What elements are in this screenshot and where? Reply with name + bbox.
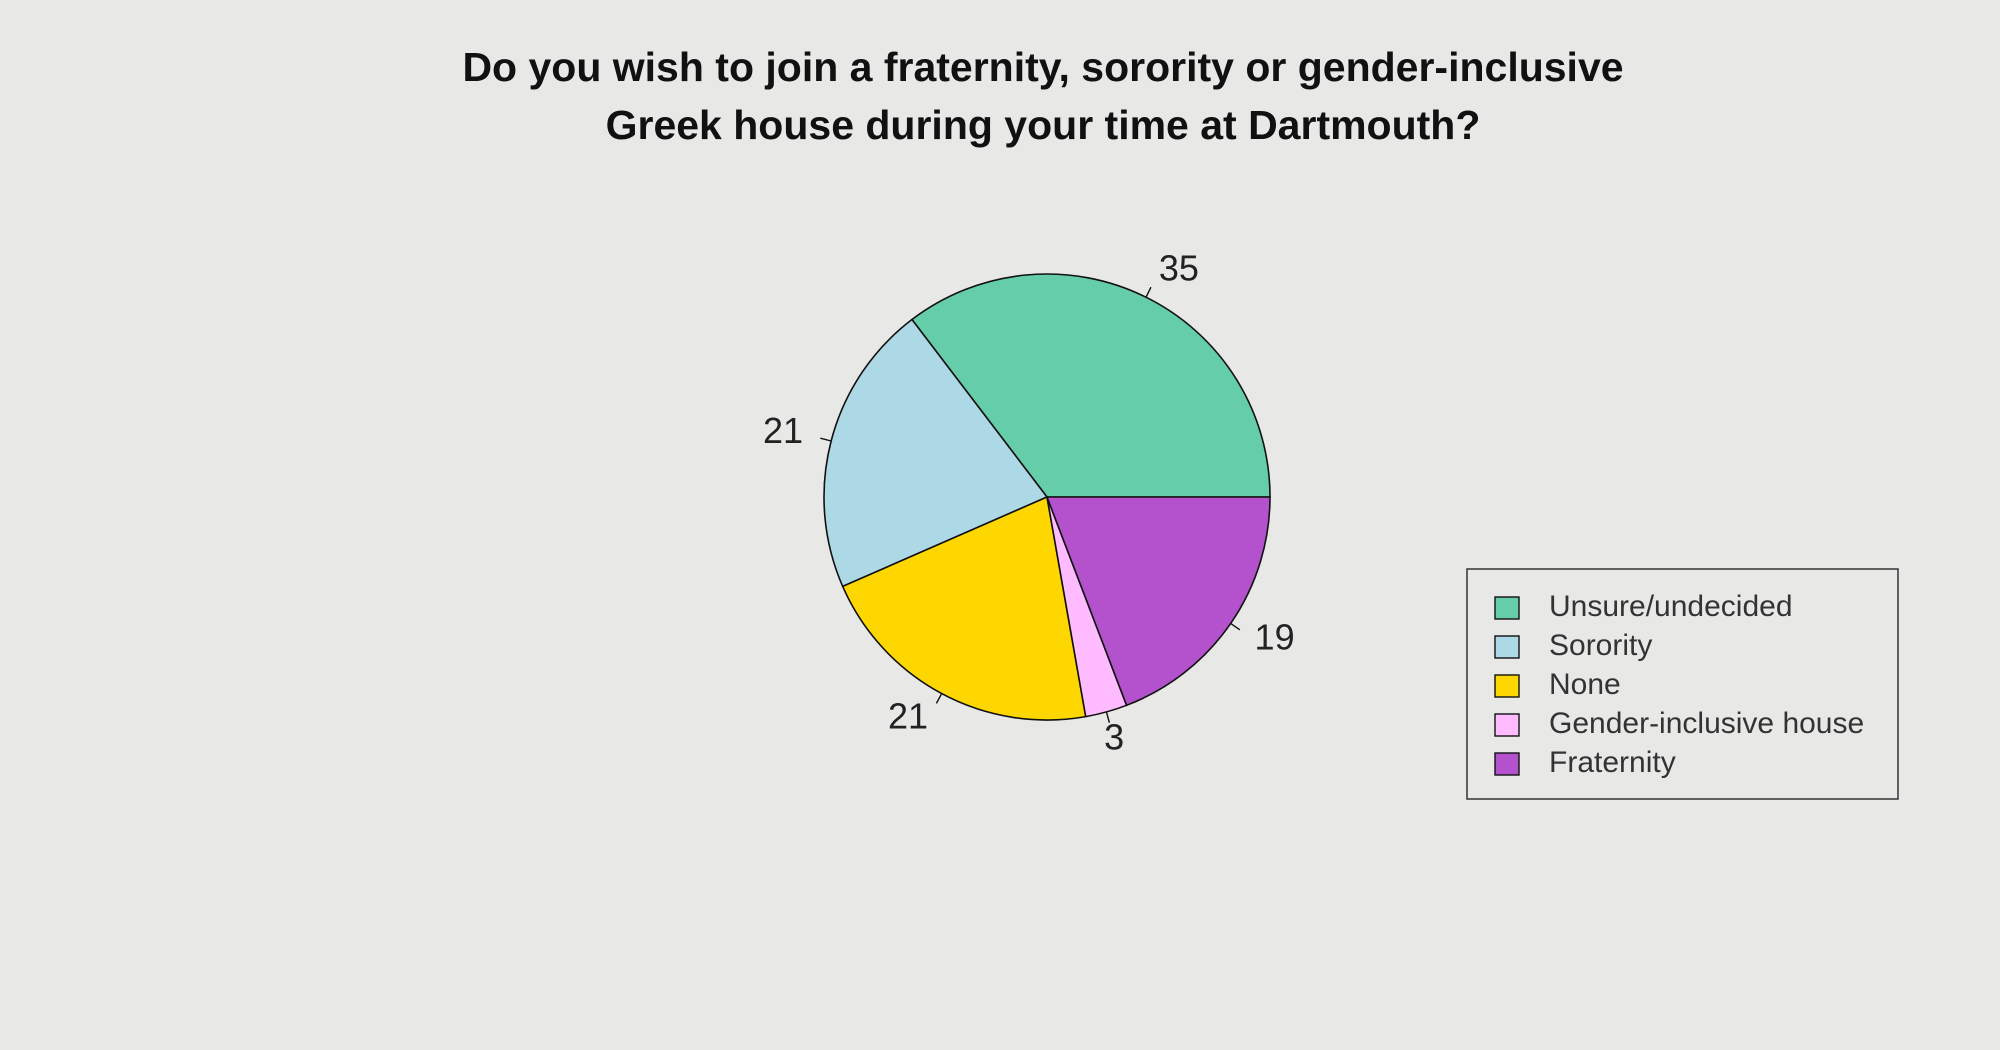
data-label: 21 — [888, 696, 928, 737]
pie-slice — [841, 495, 1087, 721]
legend-swatch — [1494, 596, 1520, 620]
data-label: 19 — [1255, 616, 1295, 657]
data-label: 3 — [1104, 716, 1124, 757]
label-tick — [935, 693, 943, 704]
legend-label: Sorority — [1549, 629, 1652, 662]
data-label: 21 — [763, 410, 803, 451]
legend-label: Gender-inclusive house — [1549, 707, 1864, 740]
legend-label: None — [1549, 668, 1621, 701]
legend-label: Unsure/undecided — [1549, 590, 1793, 623]
legend-swatch — [1494, 674, 1520, 698]
legend-swatch — [1494, 713, 1520, 737]
legend-box — [1466, 568, 1899, 800]
label-tick — [1145, 286, 1152, 298]
legend-swatch — [1494, 635, 1520, 659]
label-tick — [1230, 622, 1241, 631]
chart-title: Do you wish to join a fraternity, sorori… — [462, 44, 1623, 90]
data-label: 35 — [1159, 248, 1199, 289]
label-tick — [820, 437, 832, 442]
chart-title: Greek house during your time at Dartmout… — [606, 102, 1481, 148]
legend-swatch — [1494, 752, 1520, 776]
label-tick — [1105, 711, 1111, 723]
legend-label: Fraternity — [1549, 746, 1676, 779]
